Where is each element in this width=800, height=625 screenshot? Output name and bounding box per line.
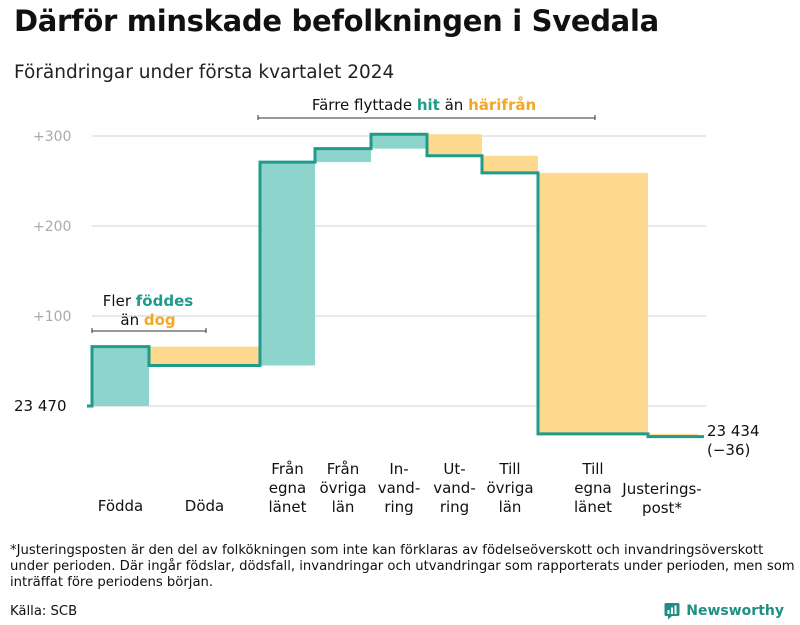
category-label: In- <box>389 460 408 478</box>
start-value-label: 23 470 <box>14 397 67 415</box>
bar-frånegnalänet <box>260 162 315 366</box>
end-value-label: 23 434 <box>707 422 760 440</box>
bar-utvandring <box>427 134 482 156</box>
bar-födda <box>92 346 149 406</box>
annotation-births-bracket <box>91 328 207 333</box>
y-tick-label: +200 <box>33 219 71 235</box>
category-label: Till <box>581 460 603 478</box>
category-label: Till <box>498 460 520 478</box>
chart-subtitle: Förändringar under första kvartalet 2024 <box>14 62 395 83</box>
category-label: Justerings- <box>621 480 701 498</box>
category-label: Från <box>271 460 303 478</box>
bar-layer <box>92 134 698 437</box>
source-note: Källa: SCB <box>10 604 78 619</box>
end-change-label: (−36) <box>707 441 750 459</box>
annotation-migration: Färre flyttade hit än härifrån <box>312 96 536 114</box>
annotation-migration-bracket <box>257 115 596 120</box>
category-label: länet <box>574 498 612 516</box>
line-layer <box>87 132 704 439</box>
annotation-births-line1: Fler föddes <box>103 292 193 310</box>
newsworthy-icon <box>664 603 680 620</box>
category-label: vand- <box>433 479 476 497</box>
bar-tillegnalänet <box>538 172 648 434</box>
category-label: ring <box>384 498 413 516</box>
category-label: Döda <box>185 497 224 515</box>
cumulative-step-line <box>87 132 704 439</box>
bar-tillövrigalän <box>482 155 538 173</box>
footnote: *Justeringsposten är den del av folkökni… <box>10 543 795 590</box>
category-label: Från <box>327 460 359 478</box>
brand-logo[interactable]: Newsworthy <box>664 601 784 621</box>
category-label: egna <box>269 479 306 497</box>
category-label: post* <box>642 499 682 517</box>
y-tick-label: +100 <box>33 309 71 325</box>
category-label: Födda <box>98 497 144 515</box>
brand-name: Newsworthy <box>686 603 784 619</box>
y-tick-label: +300 <box>33 129 71 145</box>
category-label: övriga <box>486 479 533 497</box>
category-label: länet <box>269 498 307 516</box>
category-label: övriga <box>319 479 366 497</box>
bar-frånövrigalän <box>315 148 371 163</box>
category-label: vand- <box>378 479 421 497</box>
category-label: egna <box>574 479 611 497</box>
category-label: län <box>332 498 355 516</box>
category-label: Ut- <box>443 460 465 478</box>
category-label: ring <box>440 498 469 516</box>
category-label: län <box>499 498 522 516</box>
bar-döda <box>149 346 260 366</box>
annotation-births-line2: än dog <box>120 311 175 329</box>
chart-title: Därför minskade befolkningen i Svedala <box>14 4 659 38</box>
bar-invandring <box>371 134 427 149</box>
